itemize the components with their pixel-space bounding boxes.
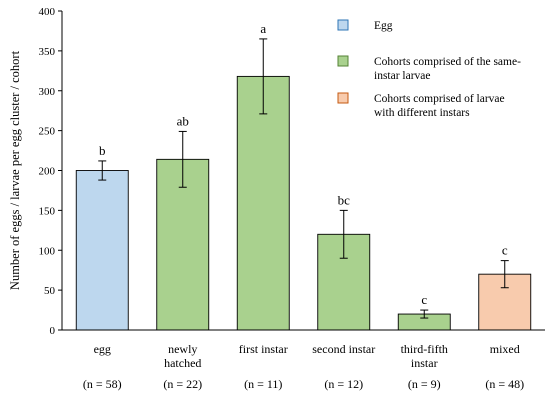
legend-swatch bbox=[337, 19, 349, 31]
category-label-line: mixed bbox=[490, 342, 520, 356]
legend-label-line: Cohorts comprised of larvae bbox=[374, 93, 505, 105]
significance-letter: b bbox=[99, 143, 106, 158]
legend-label: Cohorts comprised of the same-instar lar… bbox=[374, 56, 521, 82]
y-tick-label: 50 bbox=[44, 285, 56, 297]
sample-size-label: (n = 48) bbox=[485, 377, 524, 391]
legend-label-line: instar larvae bbox=[374, 70, 431, 82]
y-tick-label: 100 bbox=[39, 245, 56, 257]
y-tick-label: 250 bbox=[39, 126, 56, 138]
legend-label: Egg bbox=[374, 20, 393, 32]
category-label-line: instar bbox=[411, 356, 438, 370]
axes: 0 50 100 150 200 250 300 350 400 Number of eggs /… bbox=[8, 6, 545, 337]
legend-label-line: Cohorts comprised of the same- bbox=[374, 56, 521, 68]
significance-letter: ab bbox=[177, 113, 189, 128]
labels: b egg (n = 58) ab newly hatched (n = 22) a first… bbox=[83, 21, 524, 391]
category-label: second instar bbox=[312, 342, 375, 356]
legend-label-line: with different instars bbox=[374, 107, 470, 119]
significance-letter: bc bbox=[338, 192, 351, 207]
category-label: mixed bbox=[490, 342, 520, 356]
category-label-line: first instar bbox=[239, 342, 288, 356]
bar bbox=[156, 158, 210, 331]
y-tick-label: 350 bbox=[39, 46, 56, 58]
legend-label-line: Egg bbox=[374, 20, 393, 32]
category-label: egg bbox=[94, 342, 111, 356]
significance-letter: c bbox=[421, 292, 427, 307]
category-label: first instar bbox=[239, 342, 288, 356]
category-label-line: hatched bbox=[164, 356, 201, 370]
legend-label: Cohorts comprised of larvae with differen… bbox=[374, 93, 505, 119]
category-label-line: third-fifth bbox=[401, 342, 448, 356]
category-label-line: egg bbox=[94, 342, 111, 356]
error-bars bbox=[98, 38, 509, 319]
significance-letter: a bbox=[260, 21, 266, 36]
legend-swatch bbox=[337, 55, 349, 67]
category-label-line: second instar bbox=[312, 342, 375, 356]
sample-size-label: (n = 9) bbox=[408, 377, 441, 391]
bar bbox=[75, 170, 129, 331]
y-axis-title: Number of eggs / larvae per egg cluster … bbox=[8, 50, 22, 290]
category-label-line: newly bbox=[168, 342, 197, 356]
legend: Egg Cohorts comprised of the same-instar … bbox=[337, 19, 521, 119]
sample-size-label: (n = 12) bbox=[324, 377, 363, 391]
sample-size-label: (n = 22) bbox=[163, 377, 202, 391]
y-tick-label: 300 bbox=[39, 86, 56, 98]
y-tick-label: 0 bbox=[50, 325, 56, 337]
sample-size-label: (n = 58) bbox=[83, 377, 122, 391]
y-tick-label: 200 bbox=[39, 166, 56, 178]
y-tick-label: 400 bbox=[39, 6, 56, 18]
sample-size-label: (n = 11) bbox=[244, 377, 282, 391]
category-label: newly hatched bbox=[164, 342, 201, 370]
y-tick-label: 150 bbox=[39, 205, 56, 217]
bar bbox=[236, 75, 290, 331]
legend-swatch bbox=[337, 92, 349, 104]
significance-letter: c bbox=[502, 243, 508, 258]
category-label: third-fifth instar bbox=[401, 342, 448, 370]
